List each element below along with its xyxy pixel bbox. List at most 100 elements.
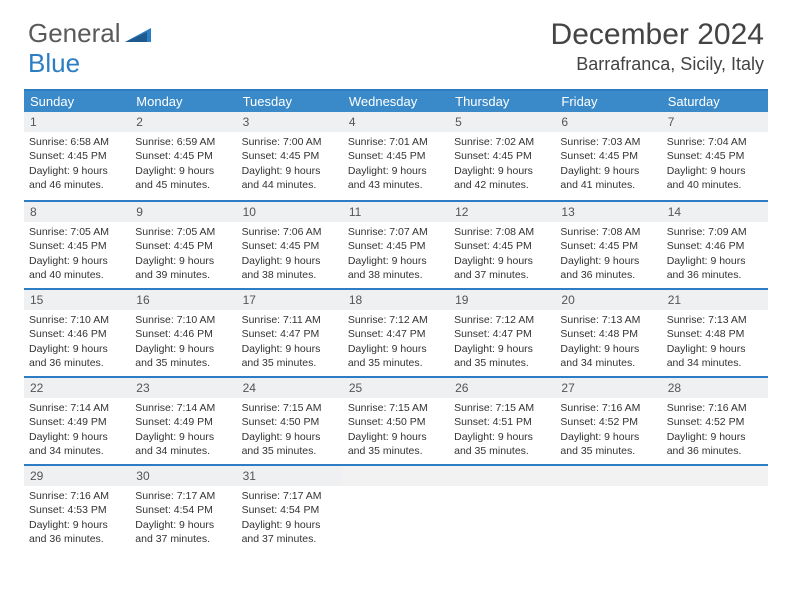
day-d2: and 40 minutes. [667, 178, 763, 192]
day-number: 3 [237, 112, 343, 132]
day-header-fri: Friday [555, 91, 661, 112]
day-cell: 30Sunrise: 7:17 AMSunset: 4:54 PMDayligh… [130, 466, 236, 552]
day-d2: and 37 minutes. [242, 532, 338, 546]
day-d1: Daylight: 9 hours [242, 164, 338, 178]
day-body: Sunrise: 7:16 AMSunset: 4:52 PMDaylight:… [555, 398, 661, 463]
day-cell: 31Sunrise: 7:17 AMSunset: 4:54 PMDayligh… [237, 466, 343, 552]
day-sr: Sunrise: 7:10 AM [135, 313, 231, 327]
day-d2: and 35 minutes. [348, 356, 444, 370]
day-ss: Sunset: 4:45 PM [135, 149, 231, 163]
day-d2: and 35 minutes. [348, 444, 444, 458]
day-ss: Sunset: 4:45 PM [348, 239, 444, 253]
day-sr: Sunrise: 7:10 AM [29, 313, 125, 327]
day-sr: Sunrise: 7:17 AM [242, 489, 338, 503]
day-d2: and 38 minutes. [242, 268, 338, 282]
day-d2: and 40 minutes. [29, 268, 125, 282]
day-number: 13 [555, 202, 661, 222]
day-header-row: Sunday Monday Tuesday Wednesday Thursday… [24, 91, 768, 112]
day-d1: Daylight: 9 hours [560, 342, 656, 356]
day-number: 16 [130, 290, 236, 310]
day-d2: and 44 minutes. [242, 178, 338, 192]
day-d2: and 34 minutes. [667, 356, 763, 370]
day-number: 22 [24, 378, 130, 398]
day-header-mon: Monday [130, 91, 236, 112]
day-cell: 2Sunrise: 6:59 AMSunset: 4:45 PMDaylight… [130, 112, 236, 200]
day-d2: and 36 minutes. [29, 356, 125, 370]
day-sr: Sunrise: 7:09 AM [667, 225, 763, 239]
week-row: 15Sunrise: 7:10 AMSunset: 4:46 PMDayligh… [24, 288, 768, 376]
day-number: 2 [130, 112, 236, 132]
day-ss: Sunset: 4:54 PM [242, 503, 338, 517]
day-body: Sunrise: 7:16 AMSunset: 4:53 PMDaylight:… [24, 486, 130, 551]
day-ss: Sunset: 4:46 PM [667, 239, 763, 253]
day-body: Sunrise: 6:59 AMSunset: 4:45 PMDaylight:… [130, 132, 236, 197]
day-ss: Sunset: 4:47 PM [242, 327, 338, 341]
day-sr: Sunrise: 7:11 AM [242, 313, 338, 327]
day-header-tue: Tuesday [237, 91, 343, 112]
day-d1: Daylight: 9 hours [667, 164, 763, 178]
day-ss: Sunset: 4:45 PM [29, 239, 125, 253]
day-body: Sunrise: 7:03 AMSunset: 4:45 PMDaylight:… [555, 132, 661, 197]
day-ss: Sunset: 4:45 PM [135, 239, 231, 253]
day-ss: Sunset: 4:46 PM [135, 327, 231, 341]
day-cell [343, 466, 449, 552]
day-d1: Daylight: 9 hours [135, 430, 231, 444]
day-d2: and 45 minutes. [135, 178, 231, 192]
day-ss: Sunset: 4:52 PM [667, 415, 763, 429]
day-d1: Daylight: 9 hours [29, 518, 125, 532]
day-sr: Sunrise: 7:07 AM [348, 225, 444, 239]
day-d2: and 34 minutes. [560, 356, 656, 370]
day-number: 8 [24, 202, 130, 222]
day-d1: Daylight: 9 hours [454, 430, 550, 444]
day-sr: Sunrise: 7:01 AM [348, 135, 444, 149]
day-sr: Sunrise: 6:58 AM [29, 135, 125, 149]
day-ss: Sunset: 4:49 PM [135, 415, 231, 429]
day-body: Sunrise: 7:02 AMSunset: 4:45 PMDaylight:… [449, 132, 555, 197]
day-ss: Sunset: 4:45 PM [454, 149, 550, 163]
day-d1: Daylight: 9 hours [29, 430, 125, 444]
day-d2: and 36 minutes. [560, 268, 656, 282]
day-number: 5 [449, 112, 555, 132]
day-ss: Sunset: 4:45 PM [667, 149, 763, 163]
day-cell: 9Sunrise: 7:05 AMSunset: 4:45 PMDaylight… [130, 202, 236, 288]
day-number: 24 [237, 378, 343, 398]
day-body: Sunrise: 7:04 AMSunset: 4:45 PMDaylight:… [662, 132, 768, 197]
day-d1: Daylight: 9 hours [242, 518, 338, 532]
day-body: Sunrise: 7:17 AMSunset: 4:54 PMDaylight:… [130, 486, 236, 551]
day-sr: Sunrise: 7:17 AM [135, 489, 231, 503]
day-cell: 20Sunrise: 7:13 AMSunset: 4:48 PMDayligh… [555, 290, 661, 376]
day-d1: Daylight: 9 hours [667, 254, 763, 268]
day-ss: Sunset: 4:52 PM [560, 415, 656, 429]
day-d1: Daylight: 9 hours [242, 254, 338, 268]
day-body: Sunrise: 6:58 AMSunset: 4:45 PMDaylight:… [24, 132, 130, 197]
day-cell: 12Sunrise: 7:08 AMSunset: 4:45 PMDayligh… [449, 202, 555, 288]
day-cell: 15Sunrise: 7:10 AMSunset: 4:46 PMDayligh… [24, 290, 130, 376]
day-number: 14 [662, 202, 768, 222]
day-ss: Sunset: 4:54 PM [135, 503, 231, 517]
day-sr: Sunrise: 7:15 AM [454, 401, 550, 415]
day-body [555, 486, 661, 494]
day-sr: Sunrise: 7:03 AM [560, 135, 656, 149]
day-body: Sunrise: 7:01 AMSunset: 4:45 PMDaylight:… [343, 132, 449, 197]
day-body: Sunrise: 7:10 AMSunset: 4:46 PMDaylight:… [24, 310, 130, 375]
logo-text-2: Blue [28, 48, 80, 79]
day-d2: and 35 minutes. [242, 444, 338, 458]
day-d1: Daylight: 9 hours [454, 342, 550, 356]
day-cell [449, 466, 555, 552]
day-number: 26 [449, 378, 555, 398]
day-d2: and 34 minutes. [29, 444, 125, 458]
day-ss: Sunset: 4:53 PM [29, 503, 125, 517]
day-sr: Sunrise: 7:12 AM [454, 313, 550, 327]
day-d1: Daylight: 9 hours [348, 164, 444, 178]
day-number: 4 [343, 112, 449, 132]
day-d1: Daylight: 9 hours [135, 164, 231, 178]
logo-triangle-icon [125, 18, 151, 49]
day-sr: Sunrise: 7:13 AM [560, 313, 656, 327]
day-d2: and 36 minutes. [667, 444, 763, 458]
day-body: Sunrise: 7:11 AMSunset: 4:47 PMDaylight:… [237, 310, 343, 375]
day-number: 29 [24, 466, 130, 486]
day-cell: 3Sunrise: 7:00 AMSunset: 4:45 PMDaylight… [237, 112, 343, 200]
logo-text-1: General [28, 18, 121, 49]
month-title: December 2024 [551, 18, 764, 52]
day-d2: and 35 minutes. [242, 356, 338, 370]
